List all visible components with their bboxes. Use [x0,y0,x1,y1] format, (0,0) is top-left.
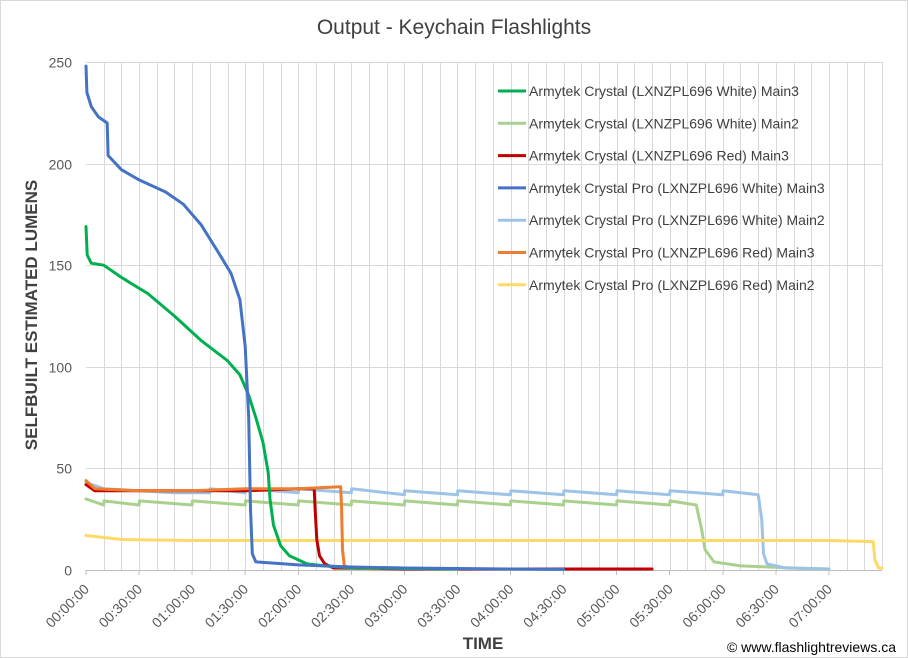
chart-title: Output - Keychain Flashlights [317,16,591,39]
y-tick-label: 200 [49,157,73,173]
legend-entry: Armytek Crystal Pro (LXNZPL696 Red) Main… [529,277,815,293]
legend-entry: Armytek Crystal (LXNZPL696 White) Main3 [529,83,799,99]
copyright-credit: © www.flashlightreviews.ca [727,639,896,655]
y-tick-label: 50 [56,461,72,477]
series-layer [84,64,884,571]
legend: Armytek Crystal (LXNZPL696 White) Main3 A… [498,83,825,293]
y-axis-title: SELFBUILT ESTIMATED LUMENS [22,180,41,450]
legend-entry: Armytek Crystal Pro (LXNZPL696 Red) Main… [529,245,815,261]
series-line [84,497,831,571]
legend-entry: Armytek Crystal Pro (LXNZPL696 White) Ma… [529,212,825,228]
x-axis-title: TIME [463,634,504,653]
y-tick-label: 100 [49,360,73,376]
grid [86,62,883,570]
y-tick-label: 150 [49,258,73,274]
legend-entry: Armytek Crystal (LXNZPL696 Red) Main3 [529,148,789,164]
y-tick-label: 0 [64,563,72,579]
legend-entry: Armytek Crystal (LXNZPL696 White) Main2 [529,115,799,131]
y-tick-label: 250 [49,55,73,71]
series-line [84,534,884,570]
series-line [84,64,566,571]
series-line [84,225,459,571]
legend-entry: Armytek Crystal Pro (LXNZPL696 White) Ma… [529,180,825,196]
